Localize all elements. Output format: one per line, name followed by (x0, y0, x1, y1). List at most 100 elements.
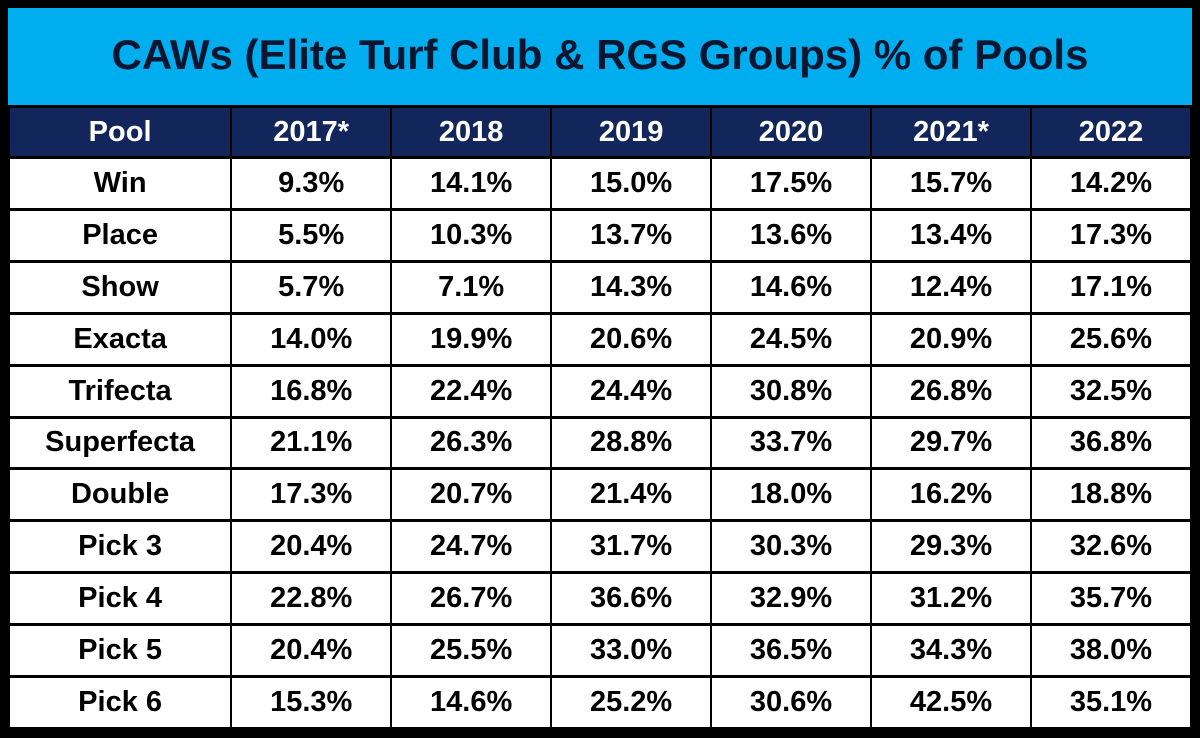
value-cell: 19.9% (390, 311, 553, 367)
row-label: Double (8, 467, 233, 523)
value-cell: 33.7% (710, 415, 873, 471)
table-row: Win 9.3% 14.1% 15.0% 17.5% 15.7% 14.2% (8, 156, 1192, 211)
value-cell: 31.2% (870, 571, 1032, 627)
value-cell: 17.3% (230, 467, 393, 523)
value-cell: 16.8% (230, 363, 393, 419)
value-cell: 15.3% (230, 675, 393, 730)
value-cell: 10.3% (390, 207, 553, 263)
value-cell: 16.2% (870, 467, 1032, 523)
value-cell: 13.6% (710, 207, 873, 263)
value-cell: 33.0% (550, 623, 713, 679)
value-cell: 9.3% (230, 156, 393, 211)
value-cell: 32.6% (1029, 519, 1192, 575)
row-label: Pick 5 (8, 623, 233, 679)
value-cell: 17.1% (1029, 259, 1192, 315)
column-header-year: 2020 (710, 105, 873, 159)
row-label: Show (8, 259, 233, 315)
table-row: Exacta 14.0% 19.9% 20.6% 24.5% 20.9% 25.6% (8, 311, 1192, 367)
value-cell: 14.0% (230, 311, 393, 367)
row-label: Win (8, 156, 233, 211)
value-cell: 5.5% (230, 207, 393, 263)
value-cell: 36.5% (710, 623, 873, 679)
value-cell: 15.0% (550, 156, 713, 211)
value-cell: 14.3% (550, 259, 713, 315)
value-cell: 35.7% (1029, 571, 1192, 627)
caw-pools-table: Pool 2017* 2018 2019 2020 2021* 2022 Win 9.3% 14… (8, 105, 1192, 730)
table-row: Pick 5 20.4% 25.5% 33.0% 36.5% 34.3% 38.0% (8, 623, 1192, 679)
column-header-year: 2022 (1029, 105, 1192, 159)
value-cell: 13.7% (550, 207, 713, 263)
table-row: Superfecta 21.1% 26.3% 28.8% 33.7% 29.7% 36.8% (8, 415, 1192, 471)
value-cell: 36.8% (1029, 415, 1192, 471)
value-cell: 20.4% (230, 623, 393, 679)
value-cell: 24.7% (390, 519, 553, 575)
row-label: Pick 3 (8, 519, 233, 575)
value-cell: 26.8% (870, 363, 1032, 419)
row-label: Place (8, 207, 233, 263)
value-cell: 34.3% (870, 623, 1032, 679)
column-header-year: 2018 (390, 105, 553, 159)
value-cell: 20.6% (550, 311, 713, 367)
value-cell: 29.7% (870, 415, 1032, 471)
column-header-pool: Pool (8, 105, 233, 159)
table-wrap: Pool 2017* 2018 2019 2020 2021* 2022 Win 9.3% 14… (8, 105, 1192, 730)
table-row: Double 17.3% 20.7% 21.4% 18.0% 16.2% 18.8% (8, 467, 1192, 523)
value-cell: 17.3% (1029, 207, 1192, 263)
table-header: Pool 2017* 2018 2019 2020 2021* 2022 (8, 105, 1192, 159)
value-cell: 29.3% (870, 519, 1032, 575)
value-cell: 22.8% (230, 571, 393, 627)
value-cell: 5.7% (230, 259, 393, 315)
value-cell: 14.6% (390, 675, 553, 730)
column-header-year: 2021* (870, 105, 1032, 159)
table-row: Pick 3 20.4% 24.7% 31.7% 30.3% 29.3% 32.6% (8, 519, 1192, 575)
title-band: CAWs (Elite Turf Club & RGS Groups) % of… (8, 8, 1192, 105)
value-cell: 20.7% (390, 467, 553, 523)
page-title: CAWs (Elite Turf Club & RGS Groups) % of… (111, 30, 1089, 78)
row-label: Pick 6 (8, 675, 233, 730)
value-cell: 26.7% (390, 571, 553, 627)
value-cell: 25.6% (1029, 311, 1192, 367)
value-cell: 35.1% (1029, 675, 1192, 730)
table-row: Trifecta 16.8% 22.4% 24.4% 30.8% 26.8% 32.5% (8, 363, 1192, 419)
value-cell: 31.7% (550, 519, 713, 575)
value-cell: 30.3% (710, 519, 873, 575)
value-cell: 20.4% (230, 519, 393, 575)
value-cell: 32.9% (710, 571, 873, 627)
table-row: Pick 4 22.8% 26.7% 36.6% 32.9% 31.2% 35.7% (8, 571, 1192, 627)
value-cell: 18.0% (710, 467, 873, 523)
row-label: Pick 4 (8, 571, 233, 627)
value-cell: 21.1% (230, 415, 393, 471)
value-cell: 18.8% (1029, 467, 1192, 523)
value-cell: 36.6% (550, 571, 713, 627)
value-cell: 26.3% (390, 415, 553, 471)
header-row: Pool 2017* 2018 2019 2020 2021* 2022 (8, 105, 1192, 159)
value-cell: 13.4% (870, 207, 1032, 263)
value-cell: 22.4% (390, 363, 553, 419)
value-cell: 30.6% (710, 675, 873, 730)
value-cell: 24.5% (710, 311, 873, 367)
value-cell: 32.5% (1029, 363, 1192, 419)
table-row: Show 5.7% 7.1% 14.3% 14.6% 12.4% 17.1% (8, 259, 1192, 315)
value-cell: 12.4% (870, 259, 1032, 315)
value-cell: 24.4% (550, 363, 713, 419)
value-cell: 38.0% (1029, 623, 1192, 679)
value-cell: 14.2% (1029, 156, 1192, 211)
value-cell: 28.8% (550, 415, 713, 471)
row-label: Exacta (8, 311, 233, 367)
value-cell: 21.4% (550, 467, 713, 523)
value-cell: 25.5% (390, 623, 553, 679)
column-header-year: 2019 (550, 105, 713, 159)
value-cell: 7.1% (390, 259, 553, 315)
value-cell: 25.2% (550, 675, 713, 730)
table-row: Pick 6 15.3% 14.6% 25.2% 30.6% 42.5% 35.1% (8, 675, 1192, 730)
row-label: Superfecta (8, 415, 233, 471)
value-cell: 42.5% (870, 675, 1032, 730)
value-cell: 14.1% (390, 156, 553, 211)
column-header-year: 2017* (230, 105, 393, 159)
value-cell: 14.6% (710, 259, 873, 315)
table-body: Win 9.3% 14.1% 15.0% 17.5% 15.7% 14.2% Place 5.5… (8, 156, 1192, 730)
value-cell: 30.8% (710, 363, 873, 419)
table-row: Place 5.5% 10.3% 13.7% 13.6% 13.4% 17.3% (8, 207, 1192, 263)
value-cell: 15.7% (870, 156, 1032, 211)
